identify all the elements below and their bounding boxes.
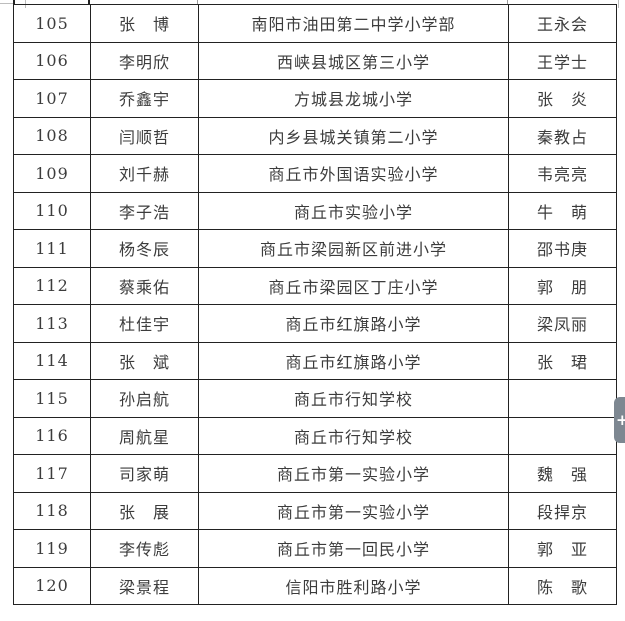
teacher-cell: 韦亮亮: [508, 154, 617, 193]
table-edge-fragment: [0, 3, 13, 4]
school-cell: 商丘市实验小学: [198, 191, 509, 230]
number-cell: 108: [13, 116, 91, 155]
number-cell: 109: [13, 154, 91, 193]
number-cell: 115: [13, 379, 91, 418]
number-cell: 105: [13, 4, 91, 43]
school-cell: 商丘市红旗路小学: [198, 341, 509, 380]
number-cell: 110: [13, 191, 91, 230]
floating-plus-button[interactable]: +: [614, 397, 625, 443]
number-cell: 112: [13, 266, 91, 305]
teacher-cell: 魏 强: [508, 454, 617, 493]
table-row: 108 闫顺哲 内乡县城关镇第二小学 秦教占: [13, 116, 617, 155]
table-row: 109 刘千赫 商丘市外国语实验小学 韦亮亮: [13, 154, 617, 193]
teacher-cell: 张 珺: [508, 341, 617, 380]
table-edge-fragment: [13, 0, 15, 5]
table-edge-fragment: [618, 0, 619, 8]
school-cell: 商丘市行知学校: [198, 379, 509, 418]
table-row: 115 孙启航 商丘市行知学校: [13, 379, 617, 418]
student-name-cell: 蔡乘佑: [90, 266, 199, 305]
plus-icon: +: [616, 410, 625, 429]
student-name-cell: 刘千赫: [90, 154, 199, 193]
table-body: 105 张 博 南阳市油田第二中学小学部 王永会 106 李明欣 西峡县城区第三…: [13, 4, 617, 605]
table-edge-fragment: [88, 0, 90, 5]
school-cell: 南阳市油田第二中学小学部: [198, 4, 509, 43]
student-name-cell: 司家萌: [90, 454, 199, 493]
student-name-cell: 李明欣: [90, 41, 199, 80]
table-row: 118 张 展 商丘市第一实验小学 段捍京: [13, 491, 617, 530]
school-cell: 商丘市梁园新区前进小学: [198, 229, 509, 268]
table-row: 106 李明欣 西峡县城区第三小学 王学士: [13, 41, 617, 80]
student-name-cell: 李传彪: [90, 529, 199, 568]
number-cell: 107: [13, 79, 91, 118]
student-name-cell: 梁景程: [90, 566, 199, 605]
teacher-cell: 邵书庚: [508, 229, 617, 268]
table-row: 107 乔鑫宇 方城县龙城小学 张 炎: [13, 79, 617, 118]
school-cell: 商丘市第一实验小学: [198, 454, 509, 493]
table-row: 119 李传彪 商丘市第一回民小学 郭 亚: [13, 529, 617, 568]
table-edge-fragment: [507, 0, 508, 4]
student-name-cell: 闫顺哲: [90, 116, 199, 155]
table-row: 110 李子浩 商丘市实验小学 牛 萌: [13, 191, 617, 230]
document-page: 105 张 博 南阳市油田第二中学小学部 王永会 106 李明欣 西峡县城区第三…: [13, 4, 617, 605]
school-cell: 西峡县城区第三小学: [198, 41, 509, 80]
student-name-cell: 张 展: [90, 491, 199, 530]
table-edge-fragment: [197, 0, 198, 4]
table-edge-fragment: [25, 0, 26, 8]
teacher-cell: 牛 萌: [508, 191, 617, 230]
teacher-cell: 王学士: [508, 41, 617, 80]
table-row: 105 张 博 南阳市油田第二中学小学部 王永会: [13, 4, 617, 43]
student-name-cell: 张 博: [90, 4, 199, 43]
number-cell: 113: [13, 304, 91, 343]
school-cell: 商丘市第一实验小学: [198, 491, 509, 530]
student-name-cell: 乔鑫宇: [90, 79, 199, 118]
student-name-cell: 周航星: [90, 416, 199, 455]
table-row: 112 蔡乘佑 商丘市梁园区丁庄小学 郭 朋: [13, 266, 617, 305]
school-cell: 方城县龙城小学: [198, 79, 509, 118]
student-name-cell: 杜佳宇: [90, 304, 199, 343]
teacher-cell: 梁凤丽: [508, 304, 617, 343]
number-cell: 111: [13, 229, 91, 268]
number-cell: 118: [13, 491, 91, 530]
school-cell: 商丘市行知学校: [198, 416, 509, 455]
teacher-cell: 秦教占: [508, 116, 617, 155]
student-name-cell: 杨冬辰: [90, 229, 199, 268]
school-cell: 内乡县城关镇第二小学: [198, 116, 509, 155]
teacher-cell: [508, 416, 617, 455]
table-row: 117 司家萌 商丘市第一实验小学 魏 强: [13, 454, 617, 493]
table-row: 113 杜佳宇 商丘市红旗路小学 梁凤丽: [13, 304, 617, 343]
teacher-cell: 郭 亚: [508, 529, 617, 568]
number-cell: 116: [13, 416, 91, 455]
table-row: 116 周航星 商丘市行知学校: [13, 416, 617, 455]
number-cell: 119: [13, 529, 91, 568]
student-name-cell: 李子浩: [90, 191, 199, 230]
number-cell: 117: [13, 454, 91, 493]
teacher-cell: 王永会: [508, 4, 617, 43]
school-cell: 信阳市胜利路小学: [198, 566, 509, 605]
table-row: 120 梁景程 信阳市胜利路小学 陈 歌: [13, 566, 617, 605]
school-cell: 商丘市红旗路小学: [198, 304, 509, 343]
teacher-cell: 陈 歌: [508, 566, 617, 605]
student-name-cell: 张 斌: [90, 341, 199, 380]
teacher-cell: 张 炎: [508, 79, 617, 118]
school-cell: 商丘市梁园区丁庄小学: [198, 266, 509, 305]
school-cell: 商丘市第一回民小学: [198, 529, 509, 568]
student-name-cell: 孙启航: [90, 379, 199, 418]
number-cell: 114: [13, 341, 91, 380]
teacher-cell: 郭 朋: [508, 266, 617, 305]
table-row: 111 杨冬辰 商丘市梁园新区前进小学 邵书庚: [13, 229, 617, 268]
number-cell: 120: [13, 566, 91, 605]
award-roster-table: 105 张 博 南阳市油田第二中学小学部 王永会 106 李明欣 西峡县城区第三…: [13, 4, 617, 605]
table-row: 114 张 斌 商丘市红旗路小学 张 珺: [13, 341, 617, 380]
teacher-cell: [508, 379, 617, 418]
number-cell: 106: [13, 41, 91, 80]
teacher-cell: 段捍京: [508, 491, 617, 530]
school-cell: 商丘市外国语实验小学: [198, 154, 509, 193]
